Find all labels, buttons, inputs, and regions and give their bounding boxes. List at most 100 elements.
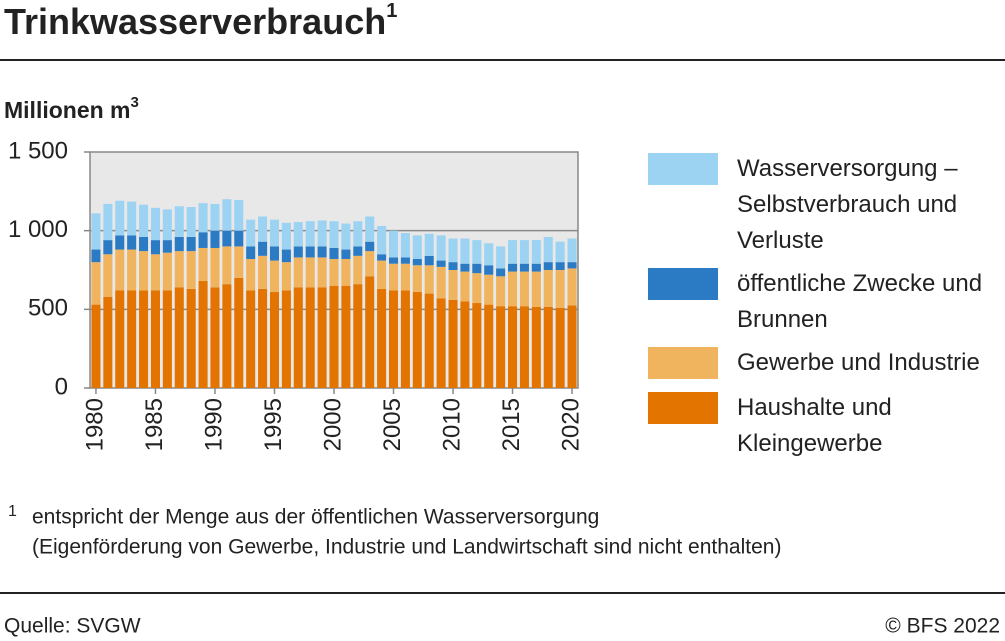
bar-segment bbox=[162, 252, 172, 291]
bar-segment bbox=[567, 238, 577, 263]
bar-segment bbox=[234, 246, 244, 278]
title-text: Trinkwasserverbrauch bbox=[4, 1, 386, 42]
legend-label: Haushalte und Kleingewerbe bbox=[737, 394, 892, 457]
bar-segment bbox=[484, 243, 494, 266]
bar-segment bbox=[555, 270, 565, 308]
bar-segment bbox=[543, 306, 553, 388]
bar-segment bbox=[484, 274, 494, 305]
x-tick-label: 1995 bbox=[260, 398, 287, 451]
bar-segment bbox=[317, 246, 327, 258]
bar-segment bbox=[388, 263, 399, 291]
bar-segment bbox=[377, 254, 387, 261]
bar-segment bbox=[139, 290, 149, 388]
bar-segment bbox=[329, 247, 339, 259]
bar-segment bbox=[424, 233, 434, 256]
footnote-marker: 1 bbox=[8, 503, 17, 520]
x-tick-label: 1985 bbox=[141, 398, 168, 451]
bar-segment bbox=[246, 290, 256, 388]
bar-segment bbox=[234, 230, 244, 247]
bar-segment bbox=[162, 209, 172, 241]
bar-segment bbox=[293, 257, 303, 288]
bar-segment bbox=[91, 213, 101, 250]
bar-segment bbox=[555, 307, 565, 388]
bar-segment bbox=[174, 287, 184, 388]
bar-segment bbox=[436, 235, 446, 261]
bar-segment bbox=[234, 199, 244, 231]
bar-segment bbox=[305, 246, 315, 258]
title-sup: 1 bbox=[386, 0, 397, 22]
bar-segment bbox=[460, 238, 470, 264]
y-label-text: Millionen m bbox=[4, 97, 131, 123]
bar-segment bbox=[341, 249, 351, 259]
bar-segment bbox=[567, 305, 577, 388]
bar-segment bbox=[258, 241, 268, 256]
bar-segment bbox=[305, 287, 315, 388]
x-tick-label: 2015 bbox=[498, 398, 525, 451]
bar-segment bbox=[269, 292, 280, 388]
bar-segment bbox=[400, 290, 410, 388]
bar-segment bbox=[103, 203, 113, 241]
x-tick-label: 2020 bbox=[557, 398, 584, 451]
bar-segment bbox=[115, 290, 125, 388]
bar-segment bbox=[281, 249, 291, 263]
bar-segment bbox=[555, 262, 565, 270]
legend-swatch bbox=[648, 153, 718, 185]
y-tick-label: 0 bbox=[55, 373, 68, 400]
bar-segment bbox=[531, 263, 541, 272]
bar-segment bbox=[412, 265, 422, 293]
legend-label: öffentliche Zwecke und Brunnen bbox=[737, 270, 983, 333]
bar-segment bbox=[341, 258, 351, 286]
bar-segment bbox=[365, 276, 375, 388]
bar-segment bbox=[519, 306, 529, 388]
legend-label: Gewerbe und Industrie bbox=[737, 349, 980, 376]
y-tick-label: 1 500 bbox=[8, 137, 68, 164]
footnote-line: (Eigenförderung von Gewerbe, Industrie u… bbox=[32, 536, 781, 559]
bar-segment bbox=[484, 304, 494, 388]
bar-segment bbox=[258, 288, 268, 388]
footnote-line: entspricht der Menge aus der öffentliche… bbox=[32, 506, 599, 529]
bar-segment bbox=[317, 220, 327, 247]
bar-segment bbox=[377, 260, 387, 289]
bar-segment bbox=[186, 288, 196, 388]
bar-segment bbox=[150, 240, 160, 255]
bar-segment bbox=[400, 233, 410, 258]
bar-segment bbox=[150, 254, 160, 291]
bar-segment bbox=[162, 240, 172, 253]
bar-segment bbox=[448, 299, 458, 388]
legend-label: Wasserversorgung – Selbstverbrauch und V… bbox=[737, 155, 958, 254]
bar-segment bbox=[305, 257, 315, 288]
bar-segment bbox=[222, 284, 232, 388]
bar-segment bbox=[91, 304, 101, 388]
bar-segment bbox=[258, 216, 268, 242]
bar-segment bbox=[412, 292, 422, 388]
y-axis-label: Millionen m3 bbox=[4, 94, 139, 123]
bar-segment bbox=[293, 287, 303, 388]
bar-segment bbox=[353, 255, 363, 285]
bar-segment bbox=[293, 246, 303, 258]
bar-segment bbox=[377, 225, 387, 255]
bar-segment bbox=[127, 249, 137, 291]
bar-segment bbox=[150, 290, 160, 388]
bar-segment bbox=[508, 263, 518, 272]
bar-segment bbox=[269, 219, 280, 247]
bar-segment bbox=[472, 303, 482, 388]
bar-segment bbox=[424, 255, 434, 266]
bar-segment bbox=[508, 240, 518, 264]
bar-segment bbox=[174, 251, 184, 288]
bar-segment bbox=[91, 262, 101, 305]
bar-segment bbox=[150, 207, 160, 241]
bar-segment bbox=[436, 298, 446, 388]
bar-segment bbox=[496, 268, 506, 277]
bar-segment bbox=[127, 290, 137, 388]
bar-segment bbox=[281, 222, 291, 250]
bar-segment bbox=[519, 240, 529, 264]
bar-segment bbox=[353, 221, 363, 247]
bar-segment bbox=[139, 236, 149, 252]
bar-segment bbox=[353, 246, 363, 256]
bar-segment bbox=[460, 301, 470, 388]
bar-segment bbox=[472, 273, 482, 304]
bar-segment bbox=[567, 262, 577, 269]
bar-segment bbox=[365, 241, 375, 252]
bar-segment bbox=[555, 241, 565, 263]
